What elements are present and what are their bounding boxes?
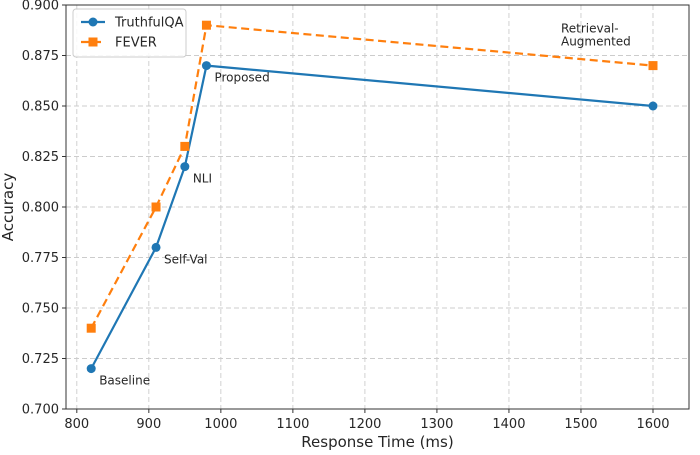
annotation-label: NLI [193, 172, 212, 186]
y-tick-label: 0.800 [22, 201, 59, 216]
x-tick-label: 1100 [276, 417, 309, 432]
series-line-fever [90, 24, 654, 329]
data-point [151, 242, 161, 252]
data-point [201, 61, 211, 71]
legend-label: TruthfulQA [114, 16, 184, 31]
legend: TruthfulQA FEVER [72, 8, 187, 58]
x-tick-label: 1400 [492, 417, 525, 432]
y-tick-label: 0.825 [22, 150, 59, 165]
y-tick-label: 0.700 [22, 403, 59, 418]
y-tick-label: 0.775 [22, 251, 59, 266]
annotation-label: Self-Val [164, 252, 208, 266]
x-tick-label: 1500 [564, 417, 597, 432]
legend-label: FEVER [115, 36, 157, 51]
x-tick-label: 1600 [636, 417, 669, 432]
x-tick-label: 1300 [420, 417, 453, 432]
data-point [180, 162, 190, 172]
annotations: Baseline Self-Val NLI Proposed Retrieval-Aug… [99, 22, 631, 388]
series-truthfulqa [86, 61, 658, 374]
y-tick-label: 0.750 [22, 302, 59, 317]
series-layer [86, 20, 658, 374]
legend-marker [88, 17, 98, 27]
data-point [86, 364, 96, 374]
y-tick-label: 0.900 [22, 0, 59, 14]
annotation-label: Proposed [214, 71, 269, 85]
data-point [180, 141, 190, 151]
annotation-label: Baseline [99, 374, 150, 388]
y-tick-label: 0.725 [22, 352, 59, 367]
x-tick-label: 900 [136, 417, 161, 432]
y-tick-label: 0.850 [22, 100, 59, 115]
legend-marker [88, 37, 98, 47]
y-tick-label: 0.875 [22, 49, 59, 64]
axis-ticks: 800 900 1000 1100 1200 1300 1400 1500 1600 0.700 0… [22, 0, 670, 432]
data-point [648, 101, 658, 111]
series-line-truthfulqa [90, 64, 654, 370]
data-point [648, 61, 658, 71]
y-axis-title: Accuracy [0, 173, 17, 242]
data-point [151, 202, 161, 212]
x-tick-label: 1200 [348, 417, 381, 432]
series-fever [86, 20, 658, 333]
data-point [201, 20, 211, 30]
x-tick-label: 800 [64, 417, 89, 432]
x-tick-label: 1000 [204, 417, 237, 432]
data-point [86, 323, 96, 333]
annotation-label: Retrieval-Augmented [561, 22, 631, 49]
x-axis-title: Response Time (ms) [301, 433, 453, 451]
